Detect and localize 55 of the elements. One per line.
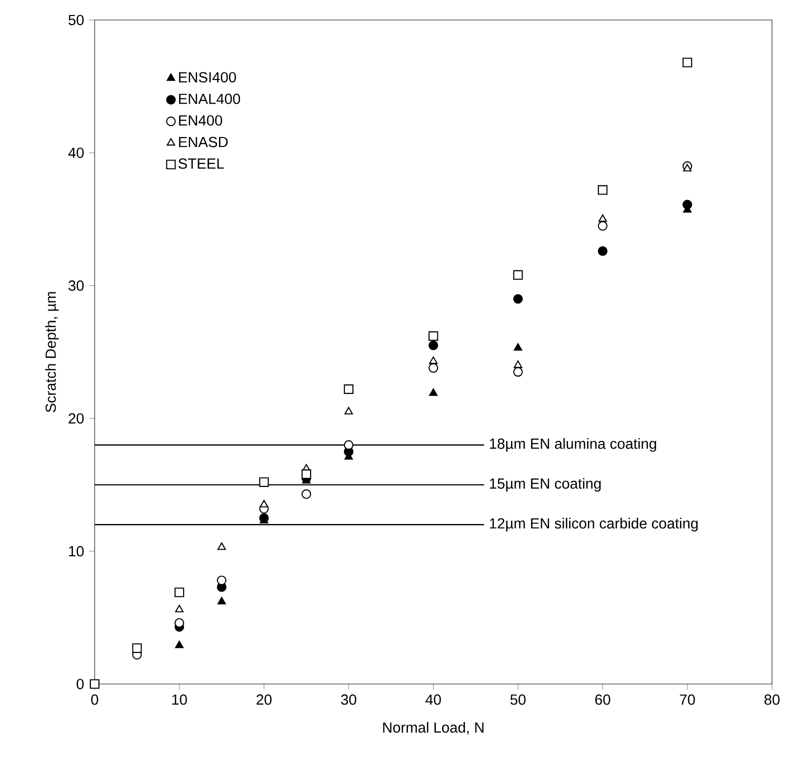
- point: [217, 596, 226, 604]
- point: [174, 588, 184, 598]
- point: [429, 356, 438, 364]
- point: [90, 679, 100, 689]
- x-tick-label: 10: [172, 694, 187, 705]
- point: [682, 200, 692, 210]
- x-tick-label: 70: [680, 694, 695, 705]
- x-tick-label: 30: [341, 694, 356, 705]
- point: [302, 469, 312, 479]
- ref-line-label: 18µm EN alumina coating: [490, 438, 656, 452]
- point: [598, 214, 607, 222]
- point: [513, 270, 523, 280]
- point: [514, 343, 522, 351]
- legend-label: STEEL: [178, 158, 224, 169]
- point: [598, 185, 608, 195]
- point: [598, 246, 608, 256]
- ref-line-label: 15µm EN coating: [490, 478, 601, 492]
- point: [174, 618, 184, 628]
- point: [514, 360, 522, 368]
- y-tick-label: 40: [68, 148, 84, 158]
- y-tick-label: 50: [68, 14, 84, 26]
- point: [428, 340, 438, 350]
- point: [344, 440, 354, 450]
- y-tick-label: 0: [76, 678, 84, 690]
- legend-label: ENASD: [179, 136, 228, 148]
- point: [344, 384, 354, 394]
- point: [259, 477, 269, 487]
- y-tick-label: 20: [68, 413, 84, 424]
- legend-label: ENSI400: [179, 72, 236, 82]
- x-tick-label: 20: [256, 694, 272, 705]
- point: [259, 513, 269, 523]
- point: [428, 331, 438, 341]
- point: [175, 640, 184, 648]
- point: [682, 58, 692, 68]
- x-tick-label: 50: [510, 694, 526, 705]
- point: [175, 604, 184, 612]
- point: [260, 500, 268, 508]
- point: [683, 164, 692, 172]
- point: [302, 489, 312, 499]
- point: [132, 643, 142, 653]
- x-axis-title: Normal Load, N: [383, 722, 484, 734]
- legend-label: ENAL400: [179, 94, 240, 104]
- x-tick-label: 40: [426, 694, 441, 705]
- y-tick-label: 10: [69, 546, 84, 556]
- point: [429, 388, 438, 396]
- legend-label: EN400: [179, 115, 222, 126]
- x-tick-label: 80: [764, 694, 780, 705]
- point: [513, 294, 523, 304]
- x-tick-label: 0: [91, 694, 98, 705]
- y-tick-label: 30: [68, 280, 84, 291]
- x-tick-label: 60: [595, 694, 610, 705]
- ref-line-label: 12µm EN silicon carbide coating: [490, 518, 698, 532]
- point: [217, 542, 226, 550]
- y-axis-title: Scratch Depth, µm: [45, 292, 59, 412]
- point: [344, 406, 353, 414]
